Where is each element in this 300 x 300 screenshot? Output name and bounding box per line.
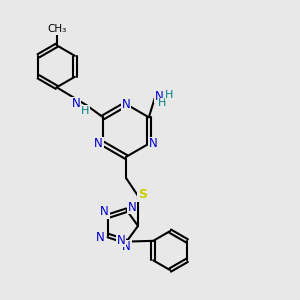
Text: H: H	[158, 98, 166, 108]
Text: N: N	[100, 205, 109, 218]
Text: N: N	[122, 241, 131, 254]
Text: S: S	[138, 188, 147, 202]
Text: N: N	[117, 234, 126, 247]
Text: CH₃: CH₃	[47, 24, 66, 34]
Text: N: N	[128, 201, 136, 214]
Text: N: N	[122, 98, 130, 111]
Text: H: H	[165, 90, 173, 100]
Text: N: N	[72, 97, 81, 110]
Text: H: H	[81, 106, 89, 116]
Text: N: N	[149, 137, 158, 150]
Text: N: N	[155, 90, 164, 103]
Text: N: N	[96, 231, 105, 244]
Text: N: N	[94, 137, 103, 150]
